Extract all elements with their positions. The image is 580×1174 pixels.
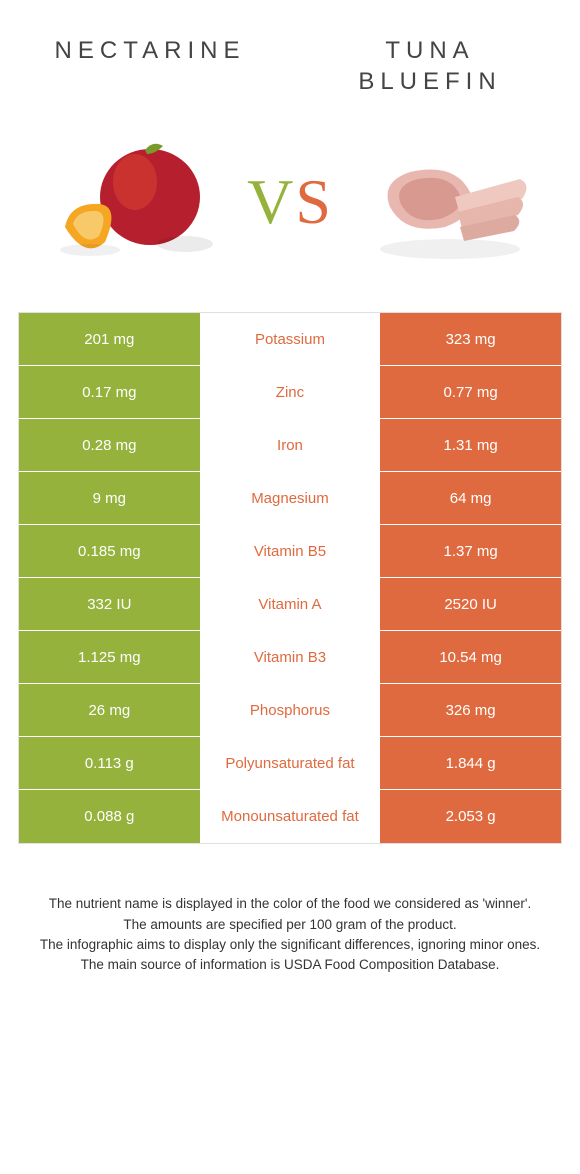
- header: Nectarine Tuna Bluefin: [0, 0, 580, 122]
- footer-l2: The amounts are specified per 100 gram o…: [30, 915, 550, 935]
- table-row: 0.113 gPolyunsaturated fat1.844 g: [19, 737, 561, 790]
- footer-l3: The infographic aims to display only the…: [30, 935, 550, 955]
- footer-l1: The nutrient name is displayed in the co…: [30, 894, 550, 914]
- cell-right-value: 323 mg: [380, 313, 561, 365]
- table-row: 0.17 mgZinc0.77 mg: [19, 366, 561, 419]
- cell-left-value: 0.113 g: [19, 737, 200, 789]
- cell-nutrient-label: Vitamin B5: [200, 525, 381, 577]
- cell-left-value: 1.125 mg: [19, 631, 200, 683]
- nectarine-icon: [45, 132, 215, 272]
- cell-left-value: 9 mg: [19, 472, 200, 524]
- cell-right-value: 64 mg: [380, 472, 561, 524]
- table-row: 332 IUVitamin A2520 IU: [19, 578, 561, 631]
- table-row: 0.088 gMonounsaturated fat2.053 g: [19, 790, 561, 843]
- cell-right-value: 326 mg: [380, 684, 561, 736]
- vs-v: V: [247, 166, 295, 237]
- cell-nutrient-label: Polyunsaturated fat: [200, 737, 381, 789]
- table-row: 9 mgMagnesium64 mg: [19, 472, 561, 525]
- cell-left-value: 332 IU: [19, 578, 200, 630]
- cell-left-value: 0.17 mg: [19, 366, 200, 418]
- cell-right-value: 1.844 g: [380, 737, 561, 789]
- cell-left-value: 26 mg: [19, 684, 200, 736]
- cell-left-value: 0.088 g: [19, 790, 200, 843]
- cell-left-value: 0.28 mg: [19, 419, 200, 471]
- header-right: Tuna Bluefin: [330, 35, 530, 97]
- cell-right-value: 1.31 mg: [380, 419, 561, 471]
- cell-nutrient-label: Potassium: [200, 313, 381, 365]
- footer-l4: The main source of information is USDA F…: [30, 955, 550, 975]
- cell-right-value: 2520 IU: [380, 578, 561, 630]
- cell-left-value: 201 mg: [19, 313, 200, 365]
- cell-nutrient-label: Iron: [200, 419, 381, 471]
- table-row: 26 mgPhosphorus326 mg: [19, 684, 561, 737]
- cell-nutrient-label: Vitamin A: [200, 578, 381, 630]
- header-right-l2: Bluefin: [358, 68, 501, 95]
- table-row: 0.28 mgIron1.31 mg: [19, 419, 561, 472]
- table-row: 201 mgPotassium323 mg: [19, 313, 561, 366]
- cell-nutrient-label: Zinc: [200, 366, 381, 418]
- table-row: 0.185 mgVitamin B51.37 mg: [19, 525, 561, 578]
- table-row: 1.125 mgVitamin B310.54 mg: [19, 631, 561, 684]
- nectarine-image: [40, 132, 220, 272]
- tuna-icon: [360, 137, 540, 267]
- header-right-l1: Tuna: [385, 37, 474, 64]
- cell-nutrient-label: Phosphorus: [200, 684, 381, 736]
- cell-right-value: 10.54 mg: [380, 631, 561, 683]
- cell-right-value: 2.053 g: [380, 790, 561, 843]
- footer: The nutrient name is displayed in the co…: [0, 844, 580, 995]
- cell-nutrient-label: Magnesium: [200, 472, 381, 524]
- vs-text: VS: [247, 165, 333, 239]
- header-left: Nectarine: [50, 35, 250, 97]
- cell-right-value: 0.77 mg: [380, 366, 561, 418]
- cell-nutrient-label: Vitamin B3: [200, 631, 381, 683]
- vs-row: VS: [0, 122, 580, 312]
- cell-right-value: 1.37 mg: [380, 525, 561, 577]
- tuna-image: [360, 132, 540, 272]
- cell-nutrient-label: Monounsaturated fat: [200, 790, 381, 843]
- cell-left-value: 0.185 mg: [19, 525, 200, 577]
- comparison-table: 201 mgPotassium323 mg0.17 mgZinc0.77 mg0…: [18, 312, 562, 844]
- vs-s: S: [295, 166, 333, 237]
